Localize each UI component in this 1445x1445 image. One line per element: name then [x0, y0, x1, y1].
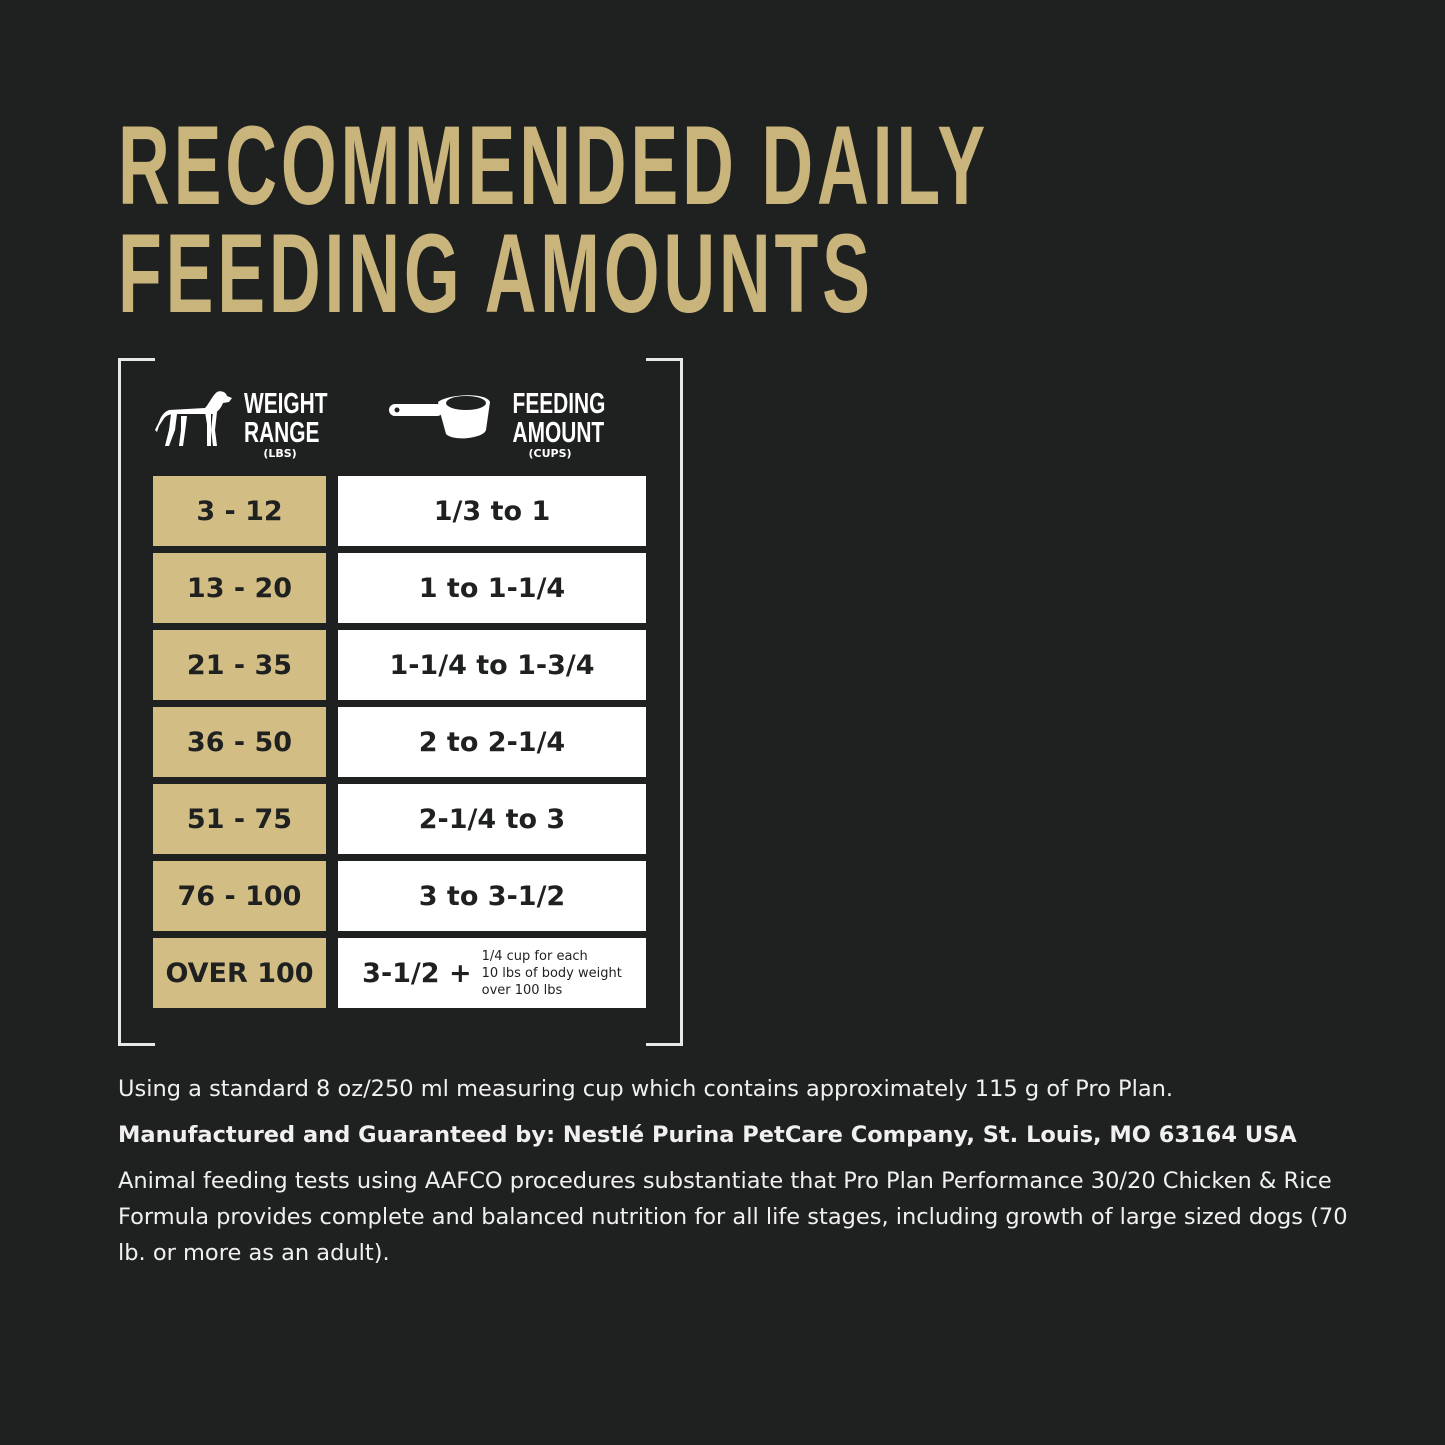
amount-cell: 2-1/4 to 3 [338, 784, 646, 854]
amount-cell: 3-1/2 + 1/4 cup for each 10 lbs of body … [338, 938, 646, 1008]
weight-header-line2: RANGE [244, 417, 320, 449]
amount-base: 3-1/2 + [362, 957, 472, 989]
feeding-unit: (CUPS) [528, 447, 572, 460]
feeding-header-line2: AMOUNT [512, 417, 605, 449]
note-line: over 100 lbs [481, 982, 563, 998]
note-line: 10 lbs of body weight [481, 965, 622, 981]
right-bracket [646, 358, 683, 1046]
cup-note: Using a standard 8 oz/250 ml measuring c… [118, 1076, 1174, 1102]
weight-cell: OVER 100 [153, 938, 326, 1008]
amount-note: 1/4 cup for each 10 lbs of body weight o… [482, 948, 622, 999]
left-bracket [118, 358, 155, 1046]
weight-header: WEIGHT RANGE [244, 388, 328, 449]
weight-cell: 3 - 12 [153, 476, 326, 546]
amount-cell: 3 to 3-1/2 [338, 861, 646, 931]
page-title-line2: FEEDING AMOUNTS [118, 211, 874, 336]
amount-cell: 1-1/4 to 1-3/4 [338, 630, 646, 700]
feeding-header: FEEDING AMOUNT [512, 388, 606, 449]
manufacturer-note: Manufactured and Guaranteed by: Nestlé P… [118, 1122, 1297, 1148]
amount-cell: 2 to 2-1/4 [338, 707, 646, 777]
amount-cell: 1 to 1-1/4 [338, 553, 646, 623]
weight-unit: (LBS) [263, 447, 297, 460]
weight-cell: 76 - 100 [153, 861, 326, 931]
weight-header-line1: WEIGHT [244, 388, 328, 420]
weight-cell: 13 - 20 [153, 553, 326, 623]
weight-cell: 21 - 35 [153, 630, 326, 700]
note-line: 1/4 cup for each [481, 948, 588, 964]
dog-icon [155, 391, 232, 446]
weight-cell: 51 - 75 [153, 784, 326, 854]
measuring-cup-icon [389, 395, 490, 439]
amount-cell: 1/3 to 1 [338, 476, 646, 546]
aafco-statement: Animal feeding tests using AAFCO procedu… [118, 1168, 1348, 1266]
feeding-header-line1: FEEDING [512, 388, 606, 420]
weight-cell: 36 - 50 [153, 707, 326, 777]
page-title-line1: RECOMMENDED DAILY [118, 103, 990, 228]
